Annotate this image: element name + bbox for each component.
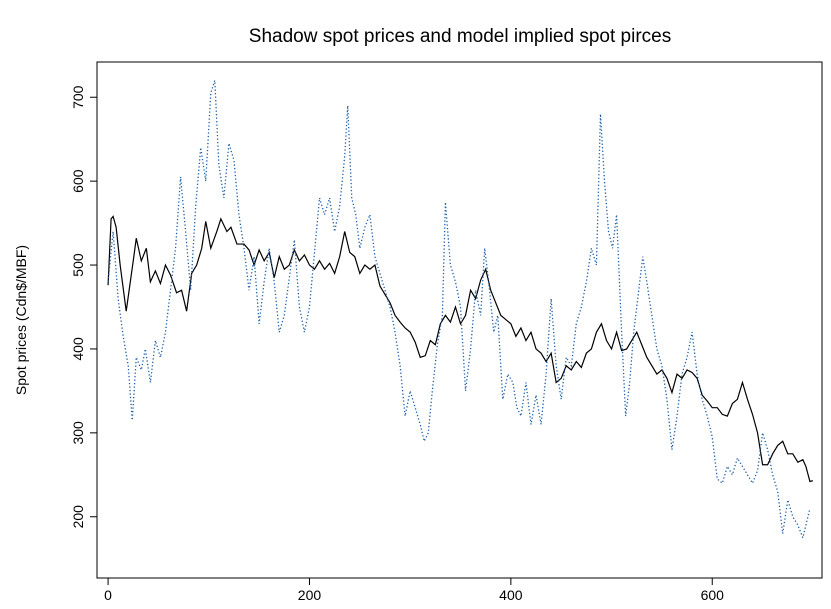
y-tick-label: 400 — [70, 337, 86, 361]
series-line — [107, 80, 811, 540]
y-tick-label: 500 — [70, 253, 86, 277]
x-tick-label: 400 — [499, 587, 523, 603]
plot-box — [96, 61, 823, 579]
x-tick-label: 600 — [701, 587, 725, 603]
x-tick-label: 200 — [298, 587, 322, 603]
y-tick-label: 700 — [70, 85, 86, 109]
y-tick-label: 200 — [70, 505, 86, 529]
series-line — [107, 215, 814, 483]
y-axis-label: Spot prices (Cdn$/MBF) — [13, 245, 29, 395]
chart-title: Shadow spot prices and model implied spo… — [249, 26, 671, 47]
y-tick-label: 600 — [70, 169, 86, 193]
y-tick-label: 300 — [70, 421, 86, 445]
x-tick-label: 0 — [104, 587, 112, 603]
